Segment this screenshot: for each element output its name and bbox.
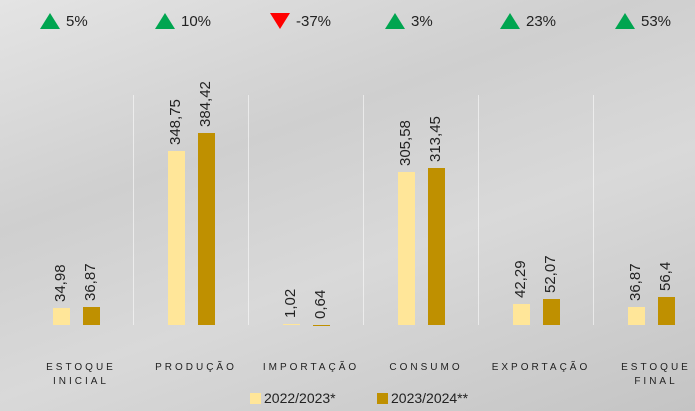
value-label: 0,64 (312, 289, 329, 319)
up-triangle (500, 13, 520, 29)
x-tick-label: CONSUMO (389, 362, 463, 373)
x-tick-label: IMPORTAÇÃO (262, 362, 360, 373)
change-label: 5% (66, 13, 88, 30)
up-triangle (40, 13, 60, 29)
x-tick-label: ESTOQUE FINAL (621, 362, 691, 387)
up-triangle (385, 13, 405, 29)
legend-swatch (250, 393, 261, 404)
change-label: 10% (181, 13, 212, 30)
bar (282, 324, 300, 325)
value-label: 36,87 (627, 263, 644, 301)
change-label: 23% (526, 13, 557, 30)
bar (657, 296, 675, 325)
value-label: 42,29 (512, 260, 529, 298)
x-tick-label: ESTOQUE INICIAL (46, 362, 116, 387)
value-label: 384,42 (197, 80, 214, 127)
separator (363, 95, 364, 325)
separator (593, 95, 594, 325)
value-label: 34,98 (52, 263, 69, 302)
up-triangle (615, 13, 635, 29)
down-triangle (270, 13, 290, 29)
bar (52, 307, 70, 325)
legend-label: 2023/2024** (391, 390, 469, 406)
separator (478, 95, 479, 325)
bar (627, 306, 645, 325)
change-label: 3% (411, 13, 433, 30)
bar (397, 172, 415, 325)
value-label: 1,02 (282, 289, 299, 319)
value-label: 56,4 (657, 261, 674, 291)
value-label: 313,45 (427, 116, 444, 163)
bar (512, 303, 530, 325)
value-label: 348,75 (167, 98, 184, 145)
separator (133, 95, 134, 325)
change-label: -37% (296, 13, 332, 30)
legend-swatch (377, 393, 388, 404)
value-label: 305,58 (397, 120, 414, 167)
legend-label: 2022/2023* (264, 390, 336, 406)
x-tick-label: EXPORTAÇÃO (491, 362, 591, 373)
x-tick-label: PRODUÇÃO (155, 362, 237, 373)
separator (248, 95, 249, 325)
bar (427, 168, 445, 325)
bar (197, 132, 215, 325)
up-triangle (155, 13, 175, 29)
bar (167, 150, 185, 325)
bar (82, 306, 100, 325)
value-label: 36,87 (82, 263, 99, 301)
value-label: 52,07 (542, 255, 559, 293)
bar (542, 298, 560, 325)
change-label: 53% (641, 13, 672, 30)
